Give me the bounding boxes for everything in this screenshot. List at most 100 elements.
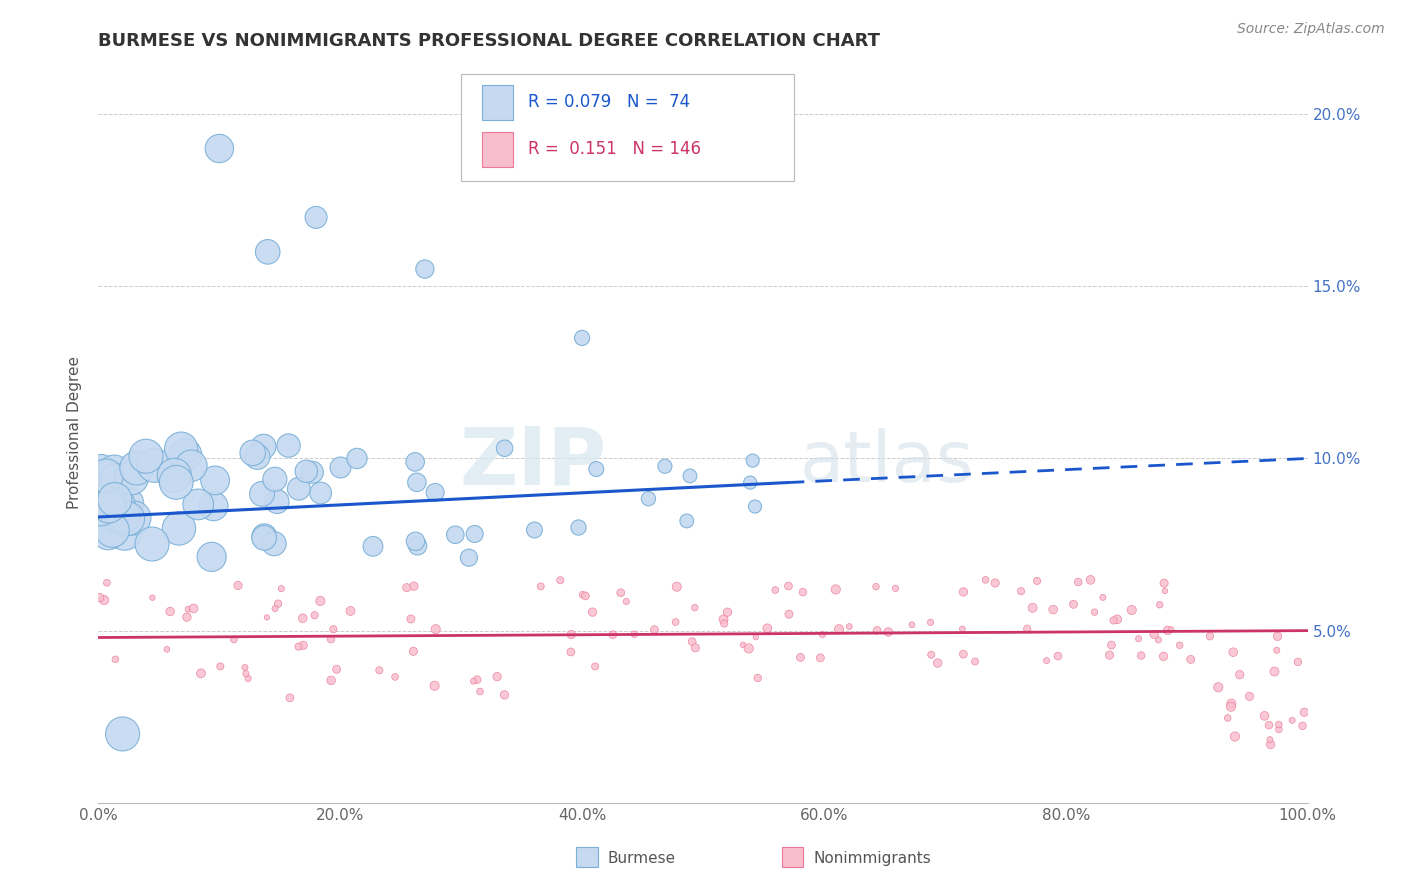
Point — [325, 662, 347, 676]
Point — [384, 670, 406, 684]
Point — [1130, 648, 1153, 663]
Point — [763, 582, 786, 597]
Point — [339, 604, 361, 618]
Point — [486, 670, 509, 684]
Point — [292, 639, 315, 653]
Point — [792, 585, 814, 599]
Point — [159, 605, 181, 619]
Point — [278, 690, 301, 705]
Point — [1260, 738, 1282, 752]
Point — [920, 615, 942, 630]
Point — [654, 459, 676, 474]
Point — [270, 582, 292, 596]
Point — [425, 622, 447, 636]
Point — [884, 582, 907, 596]
Point — [811, 627, 834, 641]
Point — [778, 579, 800, 593]
Point — [583, 659, 606, 673]
Point — [1220, 697, 1243, 711]
Point — [236, 672, 259, 686]
Point — [165, 475, 187, 490]
Point — [1291, 719, 1313, 733]
Point — [866, 624, 889, 638]
Point — [581, 605, 603, 619]
Point — [101, 523, 124, 537]
Point — [170, 442, 193, 456]
Point — [984, 576, 1007, 591]
Point — [288, 482, 311, 496]
Point — [122, 511, 145, 525]
Point — [713, 616, 735, 631]
Point — [1080, 573, 1102, 587]
Point — [301, 465, 323, 479]
FancyBboxPatch shape — [482, 85, 513, 120]
Point — [828, 622, 851, 636]
Point — [235, 666, 257, 681]
Point — [574, 589, 596, 603]
Point — [963, 655, 986, 669]
Point — [731, 638, 754, 652]
Point — [141, 537, 163, 551]
Text: ZIP: ZIP — [458, 423, 606, 501]
Point — [1199, 629, 1222, 643]
Point — [560, 627, 582, 641]
Point — [824, 582, 846, 597]
Text: BURMESE VS NONIMMIGRANTS PROFESSIONAL DEGREE CORRELATION CHART: BURMESE VS NONIMMIGRANTS PROFESSIONAL DE… — [98, 32, 880, 50]
Point — [405, 534, 427, 549]
Point — [741, 453, 763, 467]
Point — [112, 509, 135, 524]
Point — [90, 496, 112, 510]
Point — [1017, 622, 1039, 636]
Point — [111, 727, 134, 741]
Point — [1091, 591, 1114, 605]
Y-axis label: Professional Degree: Professional Degree — [67, 356, 83, 509]
Point — [266, 494, 288, 508]
Point — [267, 597, 290, 611]
Point — [444, 527, 467, 541]
Point — [423, 485, 446, 500]
Point — [190, 666, 212, 681]
Point — [404, 455, 426, 469]
Point — [405, 475, 427, 490]
Point — [263, 536, 285, 550]
Point — [808, 650, 831, 665]
Point — [291, 611, 314, 625]
Point — [1294, 705, 1316, 719]
Point — [1026, 574, 1049, 588]
Point — [263, 472, 285, 486]
Point — [1258, 718, 1281, 732]
Point — [740, 475, 762, 490]
Text: Source: ZipAtlas.com: Source: ZipAtlas.com — [1237, 22, 1385, 37]
Point — [610, 585, 633, 599]
Point — [1153, 576, 1175, 591]
Point — [1223, 730, 1246, 744]
Point — [468, 684, 491, 698]
Point — [256, 244, 278, 259]
Point — [89, 591, 111, 605]
Point — [1042, 602, 1064, 616]
Point — [176, 610, 198, 624]
Point — [623, 627, 645, 641]
Point — [637, 491, 659, 506]
Text: R =  0.151   N = 146: R = 0.151 N = 146 — [527, 140, 700, 159]
Point — [104, 652, 127, 666]
Point — [1216, 711, 1239, 725]
Point — [242, 446, 264, 460]
Point — [1010, 584, 1032, 599]
Point — [643, 623, 665, 637]
Point — [187, 497, 209, 511]
Point — [1229, 667, 1251, 681]
Point — [523, 523, 546, 537]
Point — [246, 450, 269, 464]
Point — [681, 634, 703, 648]
Point — [222, 632, 245, 647]
Bar — [782, 847, 803, 867]
Point — [738, 641, 761, 656]
Point — [368, 663, 391, 677]
Point — [253, 529, 276, 543]
Point — [1206, 681, 1229, 695]
Point — [361, 539, 384, 553]
Point — [1157, 624, 1180, 638]
Point — [1101, 638, 1123, 652]
Point — [1121, 603, 1143, 617]
